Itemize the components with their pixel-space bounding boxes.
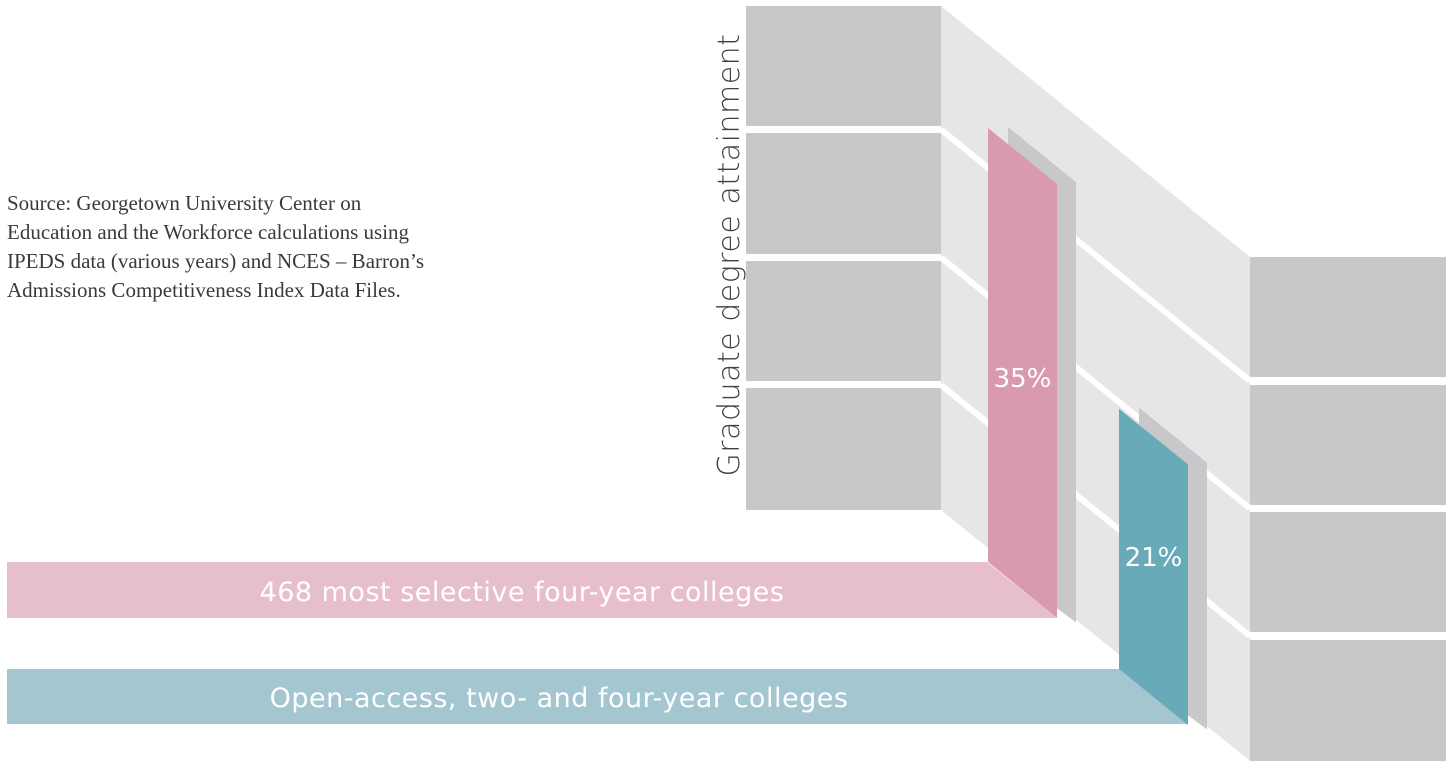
- source-line-1: Source: Georgetown University Center on: [7, 191, 362, 215]
- left-wall-blocks: [746, 6, 941, 510]
- source-line-2: Education and the Workforce calculations…: [7, 220, 410, 244]
- wall-block: [1250, 512, 1446, 632]
- category-band-open-access: Open-access, two- and four-year colleges: [7, 669, 1188, 724]
- wall-block: [1250, 257, 1446, 377]
- wall-block: [746, 133, 941, 254]
- category-label-open-access: Open-access, two- and four-year colleges: [270, 683, 849, 714]
- right-wall-blocks: [1250, 257, 1446, 761]
- category-band-selective: 468 most selective four-year colleges: [7, 562, 1057, 618]
- source-line-4: Admissions Competitiveness Index Data Fi…: [7, 278, 401, 302]
- bar-band-open-access: [7, 669, 1188, 724]
- wall-block: [746, 6, 941, 126]
- wall-block: [1250, 385, 1446, 505]
- wall-block: [746, 388, 941, 510]
- value-label: 35%: [994, 364, 1052, 394]
- wall-block: [1250, 640, 1446, 761]
- category-label-selective: 468 most selective four-year colleges: [260, 577, 785, 608]
- value-bar: [988, 128, 1057, 618]
- value-bar: [1119, 408, 1188, 725]
- source-line-3: IPEDS data (various years) and NCES – Ba…: [7, 249, 425, 273]
- value-label: 21%: [1125, 543, 1183, 573]
- source-note: Source: Georgetown University Center on …: [7, 189, 467, 305]
- bar-band-selective: [7, 562, 1057, 618]
- wall-block: [746, 261, 941, 381]
- value-bars: 35% 21%: [988, 127, 1207, 730]
- y-axis-label: Graduate degree attainment: [712, 33, 747, 477]
